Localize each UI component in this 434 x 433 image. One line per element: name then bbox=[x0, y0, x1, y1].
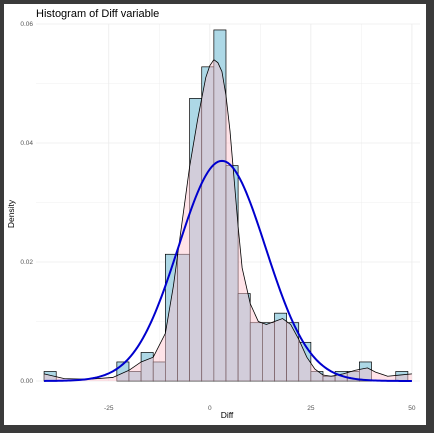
y-tick-label: 0.06 bbox=[20, 21, 33, 28]
chart-title: Histogram of Diff variable bbox=[36, 8, 159, 20]
grid-layer bbox=[36, 23, 420, 382]
normal-curve-line bbox=[44, 159, 412, 382]
kde-density-area bbox=[44, 59, 412, 381]
y-axis-title: Density bbox=[6, 199, 16, 228]
histogram-chart: -25 0 25 50 0.00 0.02 0.04 0.06 Histogram of Di… bbox=[6, 8, 420, 420]
normal-layer bbox=[44, 159, 412, 382]
y-tick-label: 0.04 bbox=[20, 140, 33, 147]
y-tick-label: 0.02 bbox=[20, 259, 33, 266]
x-axis-title: Diff bbox=[221, 410, 234, 420]
x-tick-label: -25 bbox=[104, 405, 114, 412]
x-tick-label: 25 bbox=[307, 405, 315, 412]
bars-layer bbox=[43, 29, 409, 382]
axes-layer: -25 0 25 50 0.00 0.02 0.04 0.06 bbox=[20, 21, 416, 412]
chart-panel: -25 0 25 50 0.00 0.02 0.04 0.06 Histogram of Di… bbox=[4, 4, 426, 425]
y-tick-label: 0.00 bbox=[20, 378, 33, 385]
x-tick-label: 50 bbox=[408, 405, 416, 412]
x-tick-label: 0 bbox=[208, 405, 212, 412]
histogram-bar bbox=[298, 341, 312, 382]
kde-layer bbox=[43, 59, 412, 381]
